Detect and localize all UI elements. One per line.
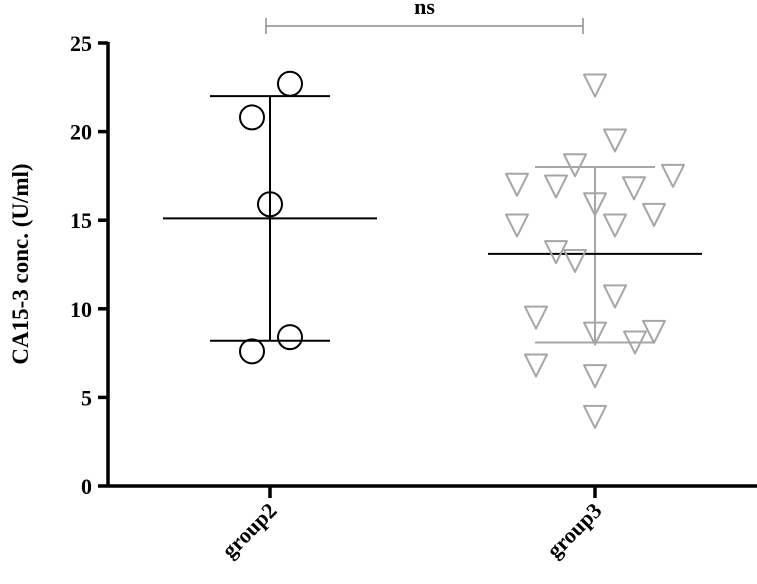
data-point — [583, 321, 607, 346]
data-point — [583, 404, 607, 429]
data-point — [239, 104, 265, 131]
significance-label: ns — [414, 0, 435, 19]
data-point — [623, 330, 647, 355]
data-point — [563, 248, 587, 273]
data-point — [583, 73, 607, 98]
y-ticks: 0 5 10 15 20 25 — [70, 31, 108, 499]
y-tick-label: 10 — [70, 297, 92, 322]
data-point — [257, 191, 283, 218]
data-point — [563, 153, 587, 178]
data-point — [239, 338, 265, 365]
data-point — [603, 213, 627, 238]
data-point — [524, 305, 548, 330]
significance-bracket: ns — [265, 0, 584, 34]
y-tick-label: 20 — [70, 120, 92, 145]
data-point — [277, 70, 303, 97]
data-point — [603, 128, 627, 153]
y-tick-label: 15 — [70, 208, 92, 233]
error-bars — [163, 95, 702, 344]
y-tick-label: 5 — [81, 385, 92, 410]
y-axis-title: CA15-3 conc. (U/ml) — [8, 163, 33, 364]
data-point — [583, 364, 607, 389]
data-point — [583, 192, 607, 217]
data-point — [524, 353, 548, 378]
error-bar-group — [163, 95, 377, 342]
data-point — [642, 202, 666, 227]
data-points — [239, 70, 685, 429]
data-point — [505, 172, 529, 197]
data-point — [277, 324, 303, 351]
y-tick-label: 0 — [81, 474, 92, 499]
x-tick-label: group3 — [542, 498, 607, 563]
data-point — [544, 240, 568, 265]
y-tick-label: 25 — [70, 31, 92, 56]
x-categories: group2 group3 — [217, 486, 607, 563]
data-point — [603, 284, 627, 309]
x-tick-label: group2 — [217, 498, 282, 563]
data-point — [642, 319, 666, 344]
data-point — [622, 176, 646, 201]
axes — [106, 42, 757, 488]
data-point — [661, 163, 685, 188]
data-point — [544, 174, 568, 199]
data-point — [505, 213, 529, 238]
